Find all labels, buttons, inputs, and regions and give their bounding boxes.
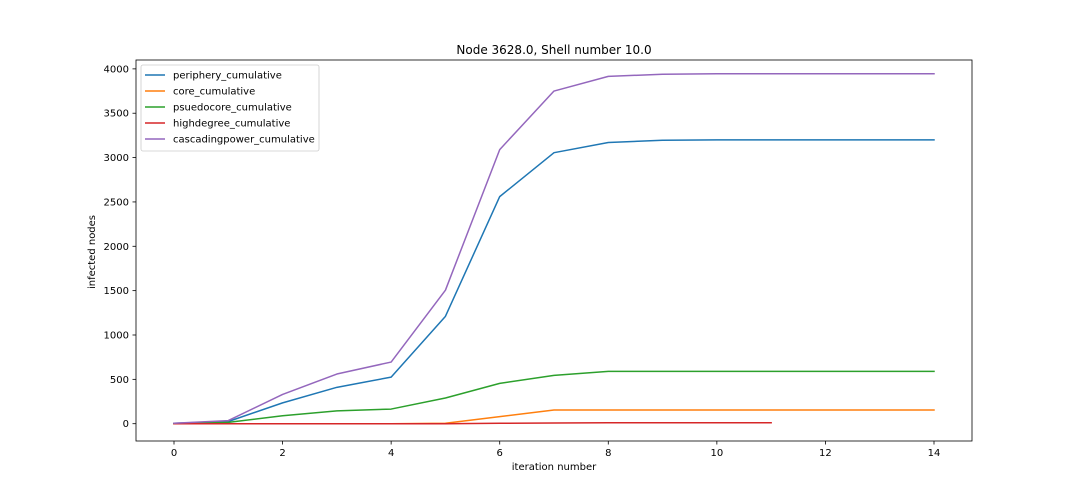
x-tick-label: 0 [171,448,177,459]
legend-entry: periphery_cumulative [145,71,282,82]
plot-area: 0 2 4 6 8 10 12 14 0 500 1000 1500 2000 2500 3000 3500 4… [104,59,973,459]
legend-box [140,64,320,152]
x-tick-label: 14 [928,448,941,459]
x-tick-label: 2 [279,448,285,459]
series-line-cascadingpower_cumulative [173,73,935,425]
legend-label: core_cumulative [173,87,255,98]
chart-title: Node 3628.0, Shell number 10.0 [456,43,651,57]
x-axis-label: iteration number [512,462,597,473]
legend-label: cascadingpower_cumulative [173,135,315,146]
y-tick-label: 0 [123,419,129,430]
y-tick-label: 2000 [104,242,129,253]
x-tick-label: 12 [819,448,832,459]
y-tick-label: 500 [110,375,129,386]
y-tick-label: 3500 [104,109,129,120]
y-tick-label: 3000 [104,153,129,164]
series-line-highdegree_cumulative [173,422,772,425]
legend-label: periphery_cumulative [173,71,282,82]
x-tick-label: 10 [710,448,723,459]
legend: periphery_cumulative core_cumulativepsued… [140,64,320,152]
series-line-core_cumulative [173,409,935,425]
x-tick-label: 8 [605,448,611,459]
legend-label: highdegree_cumulative [173,119,290,130]
y-tick-label: 2500 [104,197,129,208]
legend-label: psuedocore_cumulative [173,103,292,114]
x-tick-label: 6 [497,448,503,459]
legend-entry: highdegree_cumulative [145,119,290,130]
x-tick-label: 4 [388,448,394,459]
y-tick-label: 4000 [104,64,129,75]
plot-frame [135,59,973,442]
legend-entry: psuedocore_cumulative [145,103,292,114]
legend-entry: core_cumulative [145,87,255,98]
y-axis-label: infected nodes [87,215,98,289]
y-tick-label: 1000 [104,330,129,341]
series-line-psuedocore_cumulative [173,370,935,425]
legend-entry: cascadingpower_cumulative [145,135,315,146]
series-line-periphery_cumulative [173,139,935,425]
y-tick-label: 1500 [104,286,129,297]
